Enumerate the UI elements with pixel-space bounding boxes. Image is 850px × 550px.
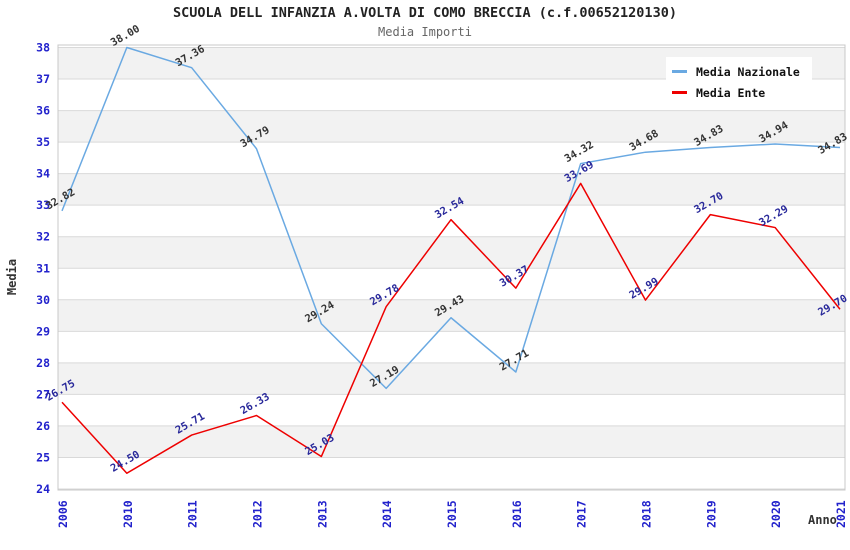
x-tick-label: 2021 — [834, 500, 848, 528]
x-tick-label: 2014 — [380, 500, 394, 528]
y-tick-label: 34 — [36, 167, 50, 181]
data-label: 32.29 — [757, 203, 790, 229]
plot-band — [58, 425, 845, 458]
x-tick-label: 2016 — [510, 500, 524, 528]
legend-item-media-ente[interactable]: Media Ente — [672, 82, 810, 103]
y-tick-label: 35 — [36, 135, 50, 149]
chart-subtitle: Media Importi — [378, 25, 472, 39]
x-tick-label: 2020 — [769, 500, 783, 528]
x-tick-label: 2013 — [315, 500, 329, 528]
x-axis-title: Anno — [808, 513, 837, 527]
y-tick-label: 31 — [36, 261, 50, 275]
series-line-media-ente — [61, 182, 841, 474]
y-tick-label: 24 — [36, 482, 50, 496]
y-tick-label: 32 — [36, 230, 50, 244]
y-tick-label: 38 — [36, 41, 50, 55]
x-tick-label: 2017 — [575, 500, 589, 528]
x-tick-label: 2011 — [186, 500, 200, 528]
plot-band — [58, 173, 845, 206]
x-tick-label: 2006 — [56, 500, 70, 528]
legend-item-media-nazionale[interactable]: Media Nazionale — [672, 61, 810, 82]
plot-border — [57, 44, 846, 491]
legend-label-media-ente: Media Ente — [696, 85, 766, 100]
legend-label-media-nazionale: Media Nazionale — [696, 64, 800, 79]
legend-line-swatch-ente — [672, 91, 687, 94]
x-tick-label: 2018 — [640, 500, 654, 528]
y-tick-label: 28 — [36, 356, 50, 370]
y-tick-label: 37 — [36, 72, 50, 86]
x-tick-label: 2010 — [121, 500, 135, 528]
x-tick-label: 2019 — [704, 500, 718, 528]
plot-band — [58, 110, 845, 143]
y-tick-label: 33 — [36, 198, 50, 212]
legend: Media Nazionale Media Ente — [666, 57, 812, 107]
plot-band — [58, 299, 845, 332]
y-tick-label: 29 — [36, 324, 50, 338]
y-tick-label: 25 — [36, 450, 50, 464]
y-tick-label: 27 — [36, 387, 50, 401]
x-tick-label: 2012 — [251, 500, 265, 528]
chart-title: SCUOLA DELL INFANZIA A.VOLTA DI COMO BRE… — [173, 5, 677, 21]
plot-band — [58, 362, 845, 395]
plot-band — [58, 236, 845, 269]
y-axis-title: Media — [5, 258, 20, 296]
y-tick-label: 26 — [36, 419, 50, 433]
y-tick-label: 30 — [36, 293, 50, 307]
legend-line-swatch-nazionale — [672, 70, 687, 73]
y-tick-label: 36 — [36, 104, 50, 118]
series-line-media-nazionale — [61, 46, 841, 390]
x-tick-label: 2015 — [445, 500, 459, 528]
